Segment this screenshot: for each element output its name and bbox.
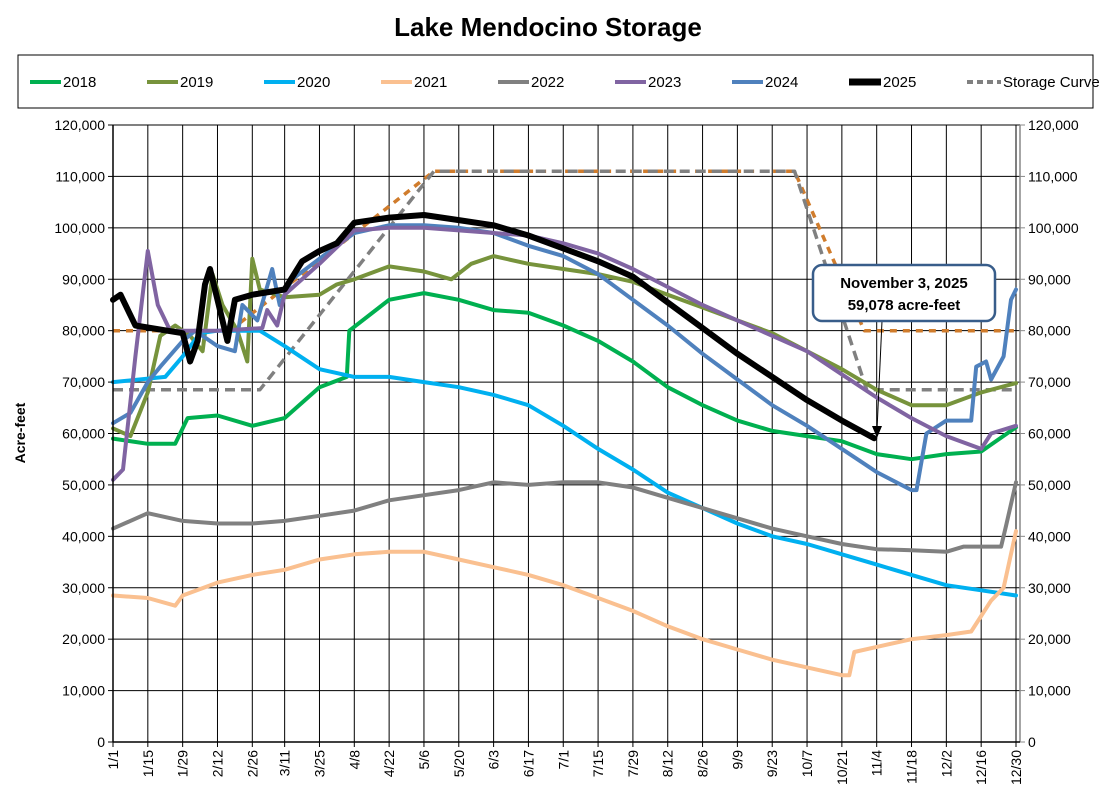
y-tick-label-right: 110,000 [1028,168,1078,184]
y-tick-label: 10,000 [62,683,105,699]
y-tick-label: 0 [97,734,105,750]
x-tick-label: 1/15 [140,750,156,777]
y-tick-label-right: 120,000 [1028,117,1079,133]
y-tick-label: 20,000 [62,631,105,647]
y-tick-label-right: 70,000 [1028,374,1071,390]
x-tick-label: 2/26 [244,750,260,777]
y-tick-label: 110,000 [55,168,105,184]
series-line-2018 [111,291,1018,462]
y-tick-label-right: 0 [1028,734,1036,750]
series-line-2025 [110,212,878,442]
legend-label: 2023 [648,74,681,91]
y-tick-label: 30,000 [62,580,105,596]
y-tick-label: 80,000 [62,323,105,339]
legend-item: 2019 [147,74,213,91]
x-tick-label: 4/8 [346,750,362,770]
y-tick-label: 90,000 [62,271,105,287]
y-tick-label-right: 100,000 [1028,220,1079,236]
y-tick-label-right: 90,000 [1028,271,1071,287]
y-tick-label: 70,000 [62,374,105,390]
legend-label: 2018 [63,74,96,91]
x-tick-label: 8/26 [695,750,711,777]
grid [113,124,1020,742]
x-tick-label: 12/30 [1008,750,1024,785]
y-tick-label: 40,000 [62,528,105,544]
annotation-arrowhead [872,426,882,438]
x-tick-label: 4/22 [381,750,397,777]
x-tick-label: 7/29 [625,750,641,777]
x-tick-label: 11/4 [869,750,885,776]
legend-item: 2024 [732,74,798,91]
x-tick-label: 7/15 [590,750,606,777]
y-axis-label: Acre-feet [12,402,28,463]
legend-item: 2025 [849,74,916,91]
x-tick-label: 6/3 [486,750,502,770]
legend-label: 2022 [531,74,564,91]
x-tick-label: 8/12 [660,750,676,777]
x-tick-label: 9/23 [764,750,780,777]
annotation-value: 59,078 acre-feet [848,297,961,314]
x-tick-label: 5/6 [416,750,432,770]
y-tick-label-right: 20,000 [1028,631,1071,647]
x-tick-label: 12/2 [938,750,954,777]
annotation-date: November 3, 2025 [840,275,968,292]
x-tick-label: 10/21 [834,750,850,785]
legend-item: 2023 [615,74,681,91]
y-tick-label: 50,000 [62,477,105,493]
series-lines [110,169,1018,678]
y-tick-label: 100,000 [54,220,105,236]
x-tick-label: 6/17 [520,750,536,777]
y-tick-label: 120,000 [54,117,105,133]
x-tick-label: 12/16 [973,750,989,785]
legend-label: 2024 [765,74,798,91]
x-tick-label: 2/12 [209,750,225,777]
legend-item: 2021 [381,74,447,91]
legend: 2018 2019 2020 2021 2022 2023 2024 2025 Storage … [30,74,1100,91]
series-line-2024 [111,223,1018,493]
legend-label: 2020 [297,74,330,91]
annotation-arrow [876,320,883,431]
y-tick-label-right: 40,000 [1028,528,1071,544]
x-tick-label: 3/11 [277,750,293,776]
y-tick-label-right: 60,000 [1028,426,1071,442]
y-tick-label-right: 30,000 [1028,580,1071,596]
legend-box [17,54,1094,109]
series-line-2022 [111,480,1018,554]
axes: 0 0 10,000 10,000 20,000 20,000 30,000 30,000 40… [54,117,1078,785]
y-tick-label-right: 50,000 [1028,477,1071,493]
annotation-box [811,263,997,323]
legend-item: 2018 [30,74,96,91]
x-tick-label: 10/7 [799,750,815,777]
y-tick-label-right: 10,000 [1028,683,1071,699]
y-tick-label: 60,000 [62,426,105,442]
series-line-2023 [111,225,1018,482]
x-tick-label: 11/18 [904,750,920,784]
legend-label: 2019 [180,74,213,91]
legend-item: 2022 [498,74,564,91]
x-tick-label: 1/29 [175,750,191,777]
series-line-2020 [111,328,1018,598]
x-tick-label: 3/25 [311,750,327,777]
legend-item: Storage Curve [967,74,1100,91]
legend-item: 2020 [264,74,330,91]
x-tick-label: 7/1 [555,750,571,770]
x-tick-label: 1/1 [105,750,121,770]
y-tick-label-right: 80,000 [1028,323,1071,339]
legend-label: 2021 [414,74,447,91]
legend-label: 2025 [883,74,916,91]
series-line-2021 [111,529,1018,678]
series-line-storage-curve [113,169,1016,392]
legend-label: Storage Curve [1003,74,1100,91]
annotation: November 3, 2025 59,078 acre-feet [811,263,997,438]
x-tick-label: 9/9 [729,750,745,770]
x-tick-label: 5/20 [451,750,467,777]
chart-title: Lake Mendocino Storage [394,12,702,42]
